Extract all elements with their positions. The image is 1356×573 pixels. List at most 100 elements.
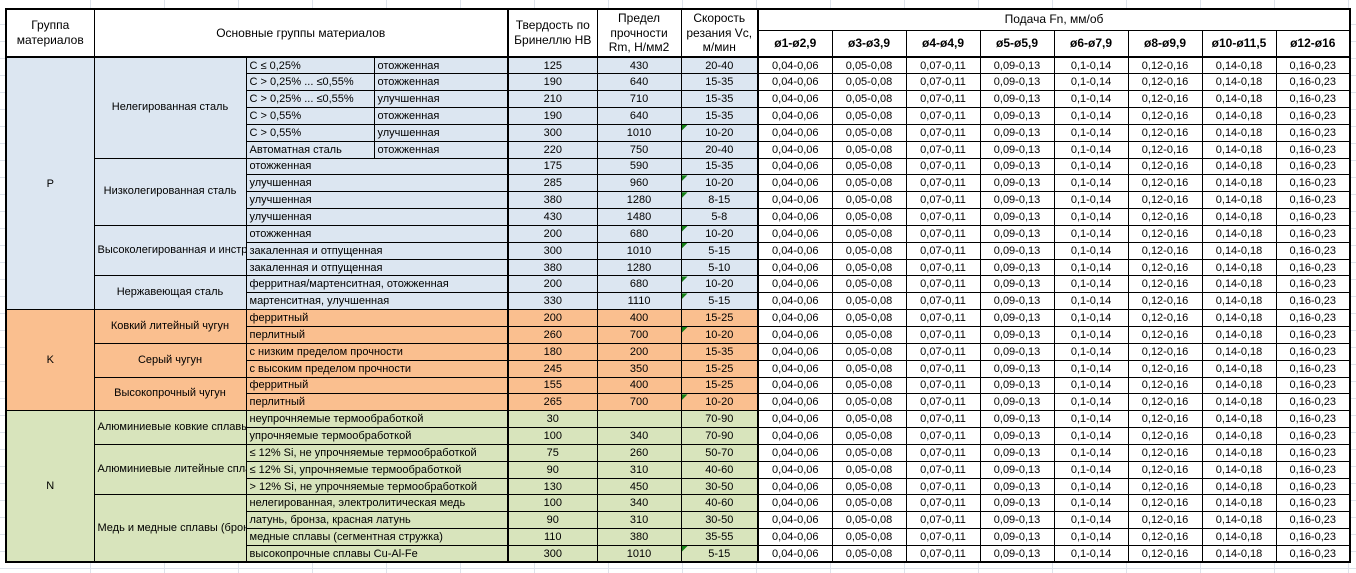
rm-cell[interactable]: 450 bbox=[596, 477, 682, 496]
hb-cell[interactable]: 190 bbox=[507, 73, 598, 92]
feed-cell[interactable]: 0,05-0,08 bbox=[831, 460, 907, 479]
feed-cell[interactable]: 0,04-0,06 bbox=[757, 393, 833, 412]
rm-cell[interactable]: 430 bbox=[596, 56, 682, 75]
feed-cell[interactable]: 0,1-0,14 bbox=[1053, 224, 1129, 243]
feed-cell[interactable]: 0,04-0,06 bbox=[757, 544, 833, 563]
material-desc-cell[interactable]: медные сплавы (сегментная стружка) bbox=[245, 528, 509, 546]
hb-cell[interactable]: 300 bbox=[507, 123, 598, 142]
feed-cell[interactable]: 0,07-0,11 bbox=[905, 292, 981, 311]
feed-cell[interactable]: 0,04-0,06 bbox=[757, 241, 833, 260]
feed-cell[interactable]: 0,12-0,16 bbox=[1127, 359, 1203, 378]
vc-cell[interactable]: 10-20 bbox=[680, 123, 759, 142]
feed-cell[interactable]: 0,14-0,18 bbox=[1201, 393, 1277, 412]
feed-cell[interactable]: 0,14-0,18 bbox=[1201, 326, 1277, 344]
feed-cell[interactable]: 0,07-0,11 bbox=[905, 443, 981, 462]
feed-cell[interactable]: 0,14-0,18 bbox=[1201, 191, 1277, 210]
material-desc-cell[interactable]: закаленная и отпущенная bbox=[245, 258, 509, 277]
feed-cell[interactable]: 0,14-0,18 bbox=[1201, 544, 1277, 563]
feed-cell[interactable]: 0,05-0,08 bbox=[831, 174, 907, 193]
hb-cell[interactable]: 100 bbox=[507, 427, 598, 445]
group-cell-P[interactable]: P bbox=[5, 56, 95, 311]
vc-cell[interactable]: 70-90 bbox=[680, 427, 759, 445]
feed-cell[interactable]: 0,05-0,08 bbox=[831, 73, 907, 92]
feed-cell[interactable]: 0,14-0,18 bbox=[1201, 157, 1277, 176]
feed-cell[interactable]: 0,09-0,13 bbox=[979, 107, 1055, 125]
feed-cell[interactable]: 0,12-0,16 bbox=[1127, 460, 1203, 479]
feed-cell[interactable]: 0,04-0,06 bbox=[757, 123, 833, 142]
feed-cell[interactable]: 0,1-0,14 bbox=[1053, 309, 1129, 327]
feed-cell[interactable]: 0,07-0,11 bbox=[905, 174, 981, 193]
feed-cell[interactable]: 0,16-0,23 bbox=[1275, 140, 1351, 159]
feed-cell[interactable]: 0,04-0,06 bbox=[757, 376, 833, 395]
feed-cell[interactable]: 0,12-0,16 bbox=[1127, 123, 1203, 142]
feed-cell[interactable]: 0,16-0,23 bbox=[1275, 309, 1351, 327]
feed-cell[interactable]: 0,07-0,11 bbox=[905, 376, 981, 395]
hb-cell[interactable]: 245 bbox=[507, 359, 598, 378]
rm-cell[interactable]: 700 bbox=[596, 326, 682, 344]
feed-cell[interactable]: 0,16-0,23 bbox=[1275, 292, 1351, 311]
col-header-feed-d3[interactable]: ø4-ø4,9 bbox=[905, 29, 981, 58]
subgroup-cell[interactable]: Серый чугун bbox=[93, 342, 247, 378]
feed-cell[interactable]: 0,05-0,08 bbox=[831, 376, 907, 395]
feed-cell[interactable]: 0,16-0,23 bbox=[1275, 191, 1351, 210]
vc-cell[interactable]: 15-35 bbox=[680, 73, 759, 92]
feed-cell[interactable]: 0,14-0,18 bbox=[1201, 292, 1277, 311]
col-header-feed-d1[interactable]: ø1-ø2,9 bbox=[757, 29, 833, 58]
hb-cell[interactable]: 90 bbox=[507, 511, 598, 530]
feed-cell[interactable]: 0,12-0,16 bbox=[1127, 90, 1203, 109]
feed-cell[interactable]: 0,09-0,13 bbox=[979, 174, 1055, 193]
subgroup-cell[interactable]: Нержавеющая сталь bbox=[93, 275, 247, 311]
feed-cell[interactable]: 0,09-0,13 bbox=[979, 511, 1055, 530]
feed-cell[interactable]: 0,12-0,16 bbox=[1127, 174, 1203, 193]
feed-cell[interactable]: 0,04-0,06 bbox=[757, 359, 833, 378]
vc-cell[interactable]: 40-60 bbox=[680, 460, 759, 479]
feed-cell[interactable]: 0,16-0,23 bbox=[1275, 73, 1351, 92]
feed-cell[interactable]: 0,16-0,23 bbox=[1275, 342, 1351, 361]
feed-cell[interactable]: 0,09-0,13 bbox=[979, 56, 1055, 75]
material-desc-cell[interactable]: закаленная и отпущенная bbox=[245, 241, 509, 260]
vc-cell[interactable]: 10-20 bbox=[680, 393, 759, 412]
feed-cell[interactable]: 0,04-0,06 bbox=[757, 443, 833, 462]
material-desc-cell[interactable]: отожженная bbox=[245, 224, 509, 243]
feed-cell[interactable]: 0,12-0,16 bbox=[1127, 56, 1203, 75]
feed-cell[interactable]: 0,1-0,14 bbox=[1053, 73, 1129, 92]
feed-cell[interactable]: 0,12-0,16 bbox=[1127, 393, 1203, 412]
col-header-feed-d2[interactable]: ø3-ø3,9 bbox=[831, 29, 907, 58]
material-spec-cell[interactable]: Автоматная сталь bbox=[245, 140, 375, 159]
feed-cell[interactable]: 0,07-0,11 bbox=[905, 224, 981, 243]
feed-cell[interactable]: 0,07-0,11 bbox=[905, 544, 981, 563]
feed-cell[interactable]: 0,14-0,18 bbox=[1201, 427, 1277, 445]
vc-cell[interactable]: 5-8 bbox=[680, 208, 759, 226]
feed-cell[interactable]: 0,12-0,16 bbox=[1127, 342, 1203, 361]
feed-cell[interactable]: 0,07-0,11 bbox=[905, 342, 981, 361]
feed-cell[interactable]: 0,1-0,14 bbox=[1053, 393, 1129, 412]
feed-cell[interactable]: 0,16-0,23 bbox=[1275, 326, 1351, 344]
feed-cell[interactable]: 0,14-0,18 bbox=[1201, 309, 1277, 327]
col-header-feed-d7[interactable]: ø10-ø11,5 bbox=[1201, 29, 1277, 58]
feed-cell[interactable]: 0,14-0,18 bbox=[1201, 224, 1277, 243]
feed-cell[interactable]: 0,14-0,18 bbox=[1201, 460, 1277, 479]
feed-cell[interactable]: 0,16-0,23 bbox=[1275, 90, 1351, 109]
feed-cell[interactable]: 0,04-0,06 bbox=[757, 342, 833, 361]
feed-cell[interactable]: 0,09-0,13 bbox=[979, 544, 1055, 563]
vc-cell[interactable]: 15-35 bbox=[680, 157, 759, 176]
vc-cell[interactable]: 15-35 bbox=[680, 90, 759, 109]
group-cell-N[interactable]: N bbox=[5, 410, 95, 563]
material-desc-cell[interactable]: улучшенная bbox=[245, 174, 509, 193]
feed-cell[interactable]: 0,1-0,14 bbox=[1053, 140, 1129, 159]
vc-cell[interactable]: 70-90 bbox=[680, 410, 759, 429]
subgroup-cell[interactable]: Нелегированная сталь bbox=[93, 56, 247, 159]
feed-cell[interactable]: 0,09-0,13 bbox=[979, 410, 1055, 429]
hb-cell[interactable]: 100 bbox=[507, 494, 598, 513]
feed-cell[interactable]: 0,12-0,16 bbox=[1127, 208, 1203, 226]
hb-cell[interactable]: 90 bbox=[507, 460, 598, 479]
material-desc-cell[interactable]: ферритный bbox=[245, 309, 509, 327]
feed-cell[interactable]: 0,05-0,08 bbox=[831, 292, 907, 311]
feed-cell[interactable]: 0,07-0,11 bbox=[905, 123, 981, 142]
col-header-feed-d4[interactable]: ø5-ø5,9 bbox=[979, 29, 1055, 58]
feed-cell[interactable]: 0,16-0,23 bbox=[1275, 393, 1351, 412]
col-header-hardness-hb[interactable]: Твердость по Бринеллю HB bbox=[507, 8, 598, 58]
vc-cell[interactable]: 5-15 bbox=[680, 292, 759, 311]
rm-cell[interactable]: 700 bbox=[596, 393, 682, 412]
vc-cell[interactable]: 40-60 bbox=[680, 494, 759, 513]
